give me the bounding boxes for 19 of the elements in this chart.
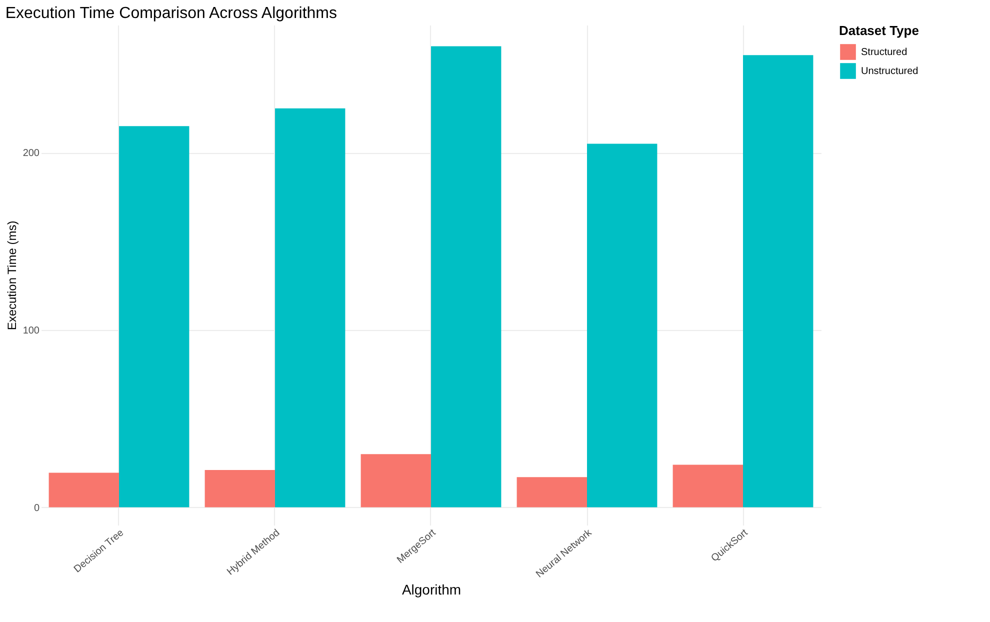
bar [743, 55, 814, 508]
bar [119, 126, 190, 508]
legend-label: Structured [861, 47, 908, 58]
y-tick-label: 100 [22, 325, 40, 336]
bar [516, 477, 587, 508]
bar [360, 454, 431, 508]
bar [275, 108, 346, 508]
y-axis-title: Execution Time (ms) [4, 220, 19, 330]
bar [48, 472, 119, 508]
legend-label: Unstructured [861, 66, 918, 77]
y-tick-label: 200 [22, 148, 40, 160]
bar [672, 464, 743, 508]
bar [204, 470, 275, 508]
y-tick-label: 0 [34, 502, 40, 514]
bar [587, 144, 658, 508]
x-axis-title: Algorithm [402, 581, 462, 598]
chart-title: Execution Time Comparison Across Algorithms [5, 5, 338, 22]
bar [431, 46, 502, 508]
legend-title: Dataset Type [839, 23, 919, 38]
